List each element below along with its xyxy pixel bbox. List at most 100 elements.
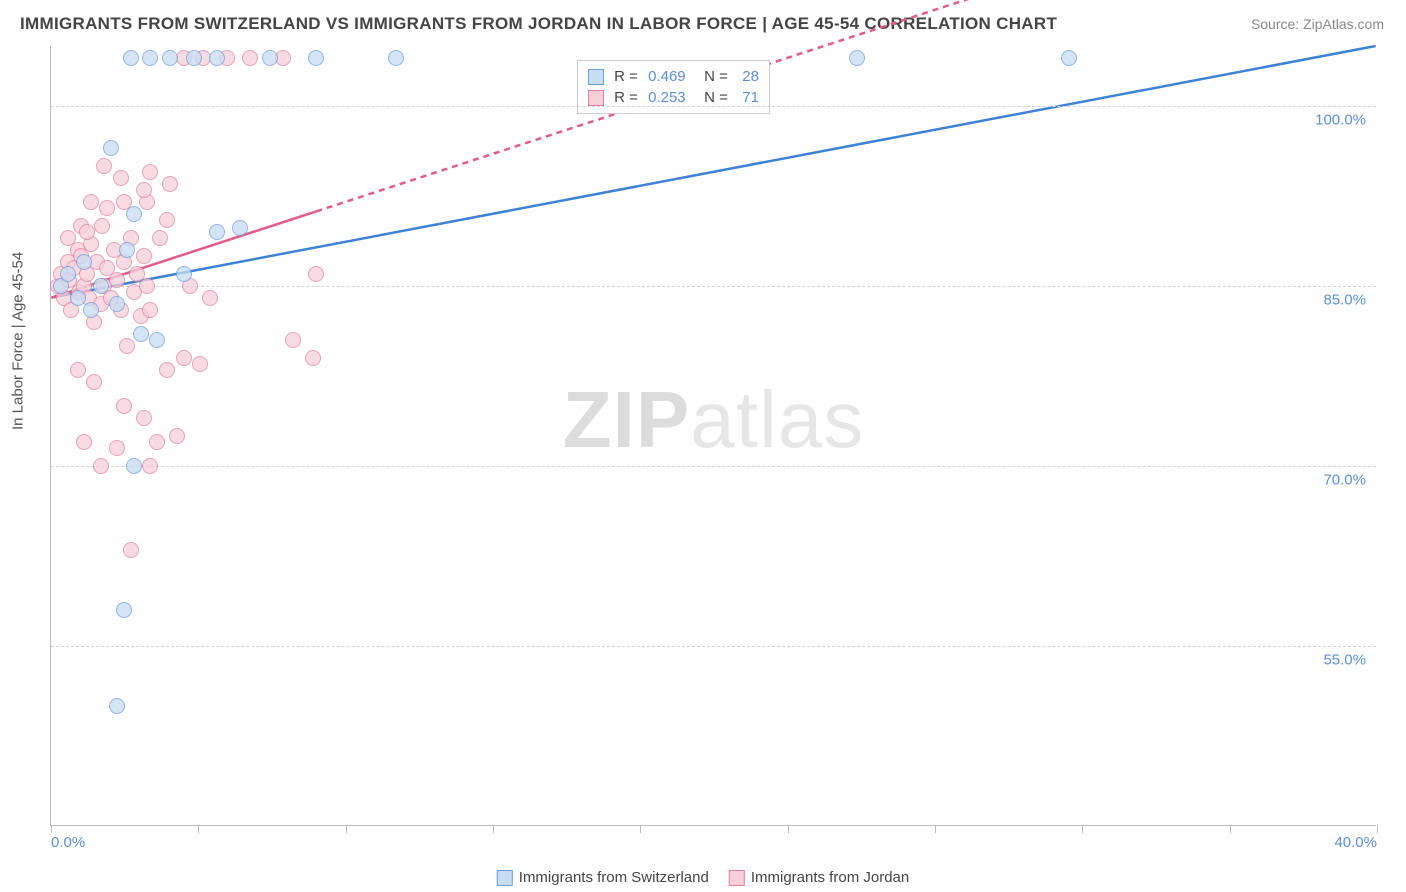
watermark-part2: atlas: [690, 375, 864, 464]
data-point: [99, 200, 115, 216]
series-legend: Immigrants from Switzerland Immigrants fr…: [497, 869, 909, 886]
x-tick: [346, 825, 347, 833]
data-point: [308, 50, 324, 66]
data-point: [76, 254, 92, 270]
data-point: [116, 398, 132, 414]
data-point: [123, 50, 139, 66]
legend-r-label: R =: [610, 89, 642, 106]
data-point: [133, 326, 149, 342]
data-point: [126, 206, 142, 222]
series-legend-item: Immigrants from Jordan: [729, 869, 909, 886]
legend-n-value: 71: [742, 89, 759, 106]
watermark: ZIPatlas: [563, 374, 864, 466]
data-point: [109, 440, 125, 456]
data-point: [93, 458, 109, 474]
data-point: [308, 266, 324, 282]
data-point: [149, 332, 165, 348]
data-point: [162, 50, 178, 66]
data-point: [142, 164, 158, 180]
legend-swatch: [729, 870, 745, 886]
data-point: [305, 350, 321, 366]
gridline: [51, 466, 1376, 467]
chart-title: IMMIGRANTS FROM SWITZERLAND VS IMMIGRANT…: [20, 14, 1057, 34]
stats-legend-row: R = 0.469 N = 28: [588, 66, 759, 87]
data-point: [60, 230, 76, 246]
series-legend-label: Immigrants from Switzerland: [519, 869, 709, 886]
x-tick: [1377, 825, 1378, 833]
data-point: [149, 434, 165, 450]
x-tick-label: 40.0%: [1334, 834, 1377, 851]
x-tick: [198, 825, 199, 833]
legend-swatch: [588, 90, 604, 106]
data-point: [162, 176, 178, 192]
data-point: [103, 140, 119, 156]
legend-swatch: [588, 69, 604, 85]
legend-n-value: 28: [742, 68, 759, 85]
y-tick-label: 85.0%: [1323, 292, 1366, 309]
data-point: [136, 182, 152, 198]
y-axis-label: In Labor Force | Age 45-54: [10, 252, 27, 430]
data-point: [242, 50, 258, 66]
data-point: [152, 230, 168, 246]
data-point: [142, 50, 158, 66]
data-point: [123, 542, 139, 558]
gridline: [51, 286, 1376, 287]
data-point: [142, 458, 158, 474]
data-point: [139, 278, 155, 294]
data-point: [192, 356, 208, 372]
x-tick: [788, 825, 789, 833]
data-point: [70, 362, 86, 378]
y-tick-label: 70.0%: [1323, 472, 1366, 489]
x-tick: [1230, 825, 1231, 833]
data-point: [86, 374, 102, 390]
data-point: [176, 266, 192, 282]
x-tick: [1082, 825, 1083, 833]
x-tick: [493, 825, 494, 833]
legend-n-label: N =: [692, 89, 737, 106]
x-tick-label: 0.0%: [51, 834, 85, 851]
data-point: [70, 290, 86, 306]
gridline: [51, 106, 1376, 107]
data-point: [119, 242, 135, 258]
data-point: [232, 220, 248, 236]
x-tick: [640, 825, 641, 833]
data-point: [116, 602, 132, 618]
series-legend-label: Immigrants from Jordan: [751, 869, 909, 886]
data-point: [83, 302, 99, 318]
data-point: [109, 296, 125, 312]
gridline: [51, 646, 1376, 647]
data-point: [79, 224, 95, 240]
y-tick-label: 55.0%: [1323, 652, 1366, 669]
data-point: [209, 50, 225, 66]
data-point: [83, 194, 99, 210]
data-point: [202, 290, 218, 306]
trend-lines-svg: [51, 46, 1376, 825]
data-point: [136, 410, 152, 426]
chart-container: IMMIGRANTS FROM SWITZERLAND VS IMMIGRANT…: [0, 0, 1406, 892]
data-point: [136, 248, 152, 264]
data-point: [285, 332, 301, 348]
data-point: [119, 338, 135, 354]
data-point: [126, 458, 142, 474]
data-point: [209, 224, 225, 240]
data-point: [96, 158, 112, 174]
data-point: [262, 50, 278, 66]
data-point: [142, 302, 158, 318]
y-tick-label: 100.0%: [1315, 112, 1366, 129]
series-legend-item: Immigrants from Switzerland: [497, 869, 709, 886]
data-point: [186, 50, 202, 66]
data-point: [93, 278, 109, 294]
watermark-part1: ZIP: [563, 375, 690, 464]
legend-r-value: 0.253: [648, 89, 686, 106]
data-point: [109, 698, 125, 714]
legend-n-label: N =: [692, 68, 737, 85]
data-point: [109, 272, 125, 288]
data-point: [159, 362, 175, 378]
x-tick: [51, 825, 52, 833]
data-point: [176, 350, 192, 366]
legend-r-label: R =: [610, 68, 642, 85]
data-point: [60, 266, 76, 282]
stats-legend-row: R = 0.253 N = 71: [588, 87, 759, 108]
data-point: [94, 218, 110, 234]
data-point: [849, 50, 865, 66]
